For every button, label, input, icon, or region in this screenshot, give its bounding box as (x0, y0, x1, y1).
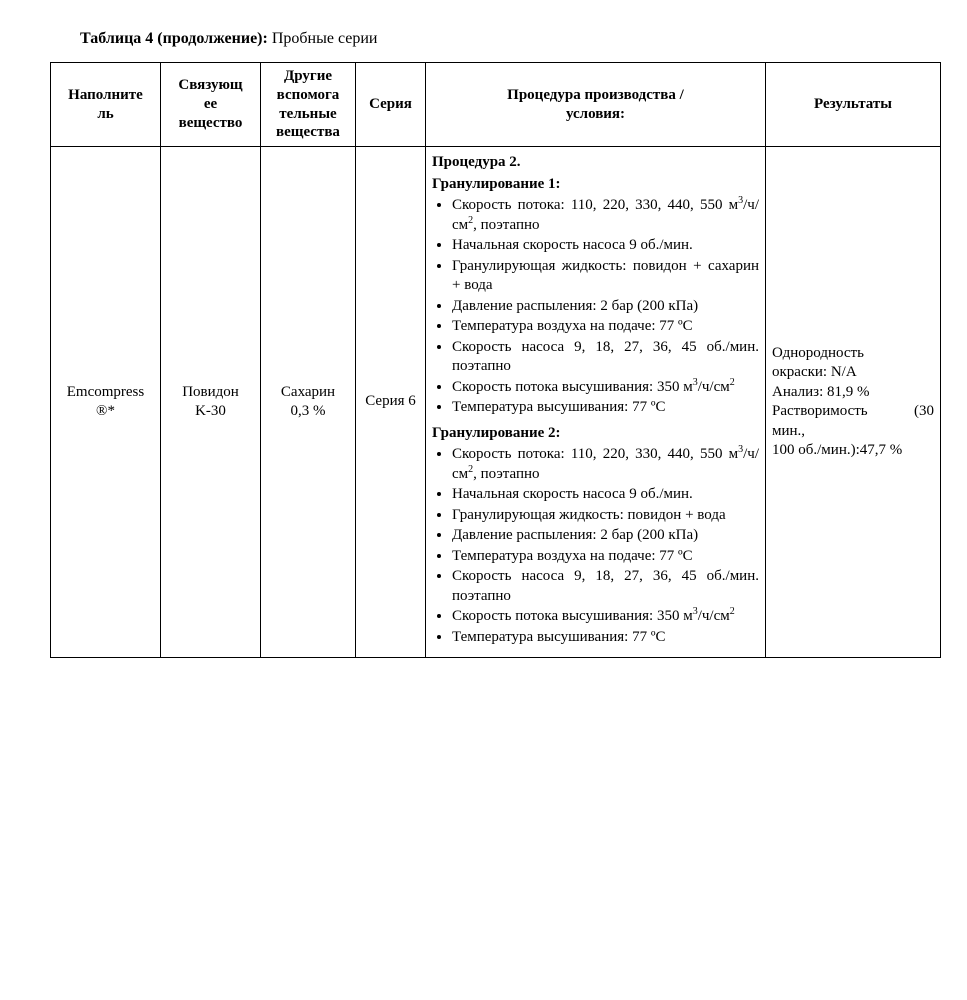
cell-results: Однородностьокраски: N/AАнализ: 81,9 %Ра… (766, 147, 941, 658)
table-header: Серия (356, 63, 426, 147)
cell-filler: Emcompress®* (51, 147, 161, 658)
procedure-item: Скорость насоса 9, 18, 27, 36, 45 об./ми… (452, 567, 759, 606)
table-caption: Таблица 4 (продолжение): Пробные серии (80, 30, 947, 48)
table-row: Emcompress®* ПовидонK-30 Сахарин0,3 % Се… (51, 147, 941, 658)
table-header: Процедура производства /условия: (426, 63, 766, 147)
cell-procedure: Процедура 2.Гранулирование 1:Скорость по… (426, 147, 766, 658)
procedure-item: Скорость потока высушивания: 350 м3/ч/см… (452, 607, 759, 627)
procedure-item: Скорость потока: 110, 220, 330, 440, 550… (452, 445, 759, 484)
results-line: 100 об./мин.):47,7 % (772, 441, 934, 461)
procedure-item: Скорость потока: 110, 220, 330, 440, 550… (452, 196, 759, 235)
procedure-heading: Гранулирование 1: (432, 175, 759, 195)
procedure-heading: Процедура 2. (432, 153, 759, 173)
procedure-item: Начальная скорость насоса 9 об./мин. (452, 236, 759, 256)
table-header: Наполнитель (51, 63, 161, 147)
table-header: Другиевспомогательныевещества (261, 63, 356, 147)
procedure-item: Скорость насоса 9, 18, 27, 36, 45 об./ми… (452, 338, 759, 377)
caption-bold: Таблица 4 (продолжение): (80, 30, 268, 47)
results-line: Растворимость(30 (772, 402, 934, 422)
procedure-item: Гранулирующая жидкость: повидон + сахари… (452, 257, 759, 296)
procedure-item: Температура воздуха на подаче: 77 ºС (452, 317, 759, 337)
procedure-item: Температура воздуха на подаче: 77 ºС (452, 547, 759, 567)
procedure-item: Гранулирующая жидкость: повидон + вода (452, 506, 759, 526)
results-line: Анализ: 81,9 % (772, 383, 934, 403)
procedure-item: Давление распыления: 2 бар (200 кПа) (452, 526, 759, 546)
results-line: Однородность (772, 344, 934, 364)
procedure-list: Скорость потока: 110, 220, 330, 440, 550… (432, 445, 759, 647)
procedure-item: Начальная скорость насоса 9 об./мин. (452, 485, 759, 505)
results-line: мин., (772, 422, 934, 442)
table-header-row: НаполнительСвязующеевеществоДругиевспомо… (51, 63, 941, 147)
cell-series: Серия 6 (356, 147, 426, 658)
procedure-list: Скорость потока: 110, 220, 330, 440, 550… (432, 196, 759, 418)
trial-series-table: НаполнительСвязующеевеществоДругиевспомо… (50, 62, 941, 658)
cell-binder: ПовидонK-30 (161, 147, 261, 658)
procedure-item: Давление распыления: 2 бар (200 кПа) (452, 297, 759, 317)
cell-other: Сахарин0,3 % (261, 147, 356, 658)
table-header: Результаты (766, 63, 941, 147)
results-line: окраски: N/A (772, 363, 934, 383)
procedure-item: Температура высушивания: 77 ºС (452, 398, 759, 418)
procedure-item: Скорость потока высушивания: 350 м3/ч/см… (452, 378, 759, 398)
table-header: Связующеевещество (161, 63, 261, 147)
caption-rest: Пробные серии (268, 30, 378, 47)
procedure-item: Температура высушивания: 77 ºС (452, 628, 759, 648)
procedure-heading: Гранулирование 2: (432, 424, 759, 444)
